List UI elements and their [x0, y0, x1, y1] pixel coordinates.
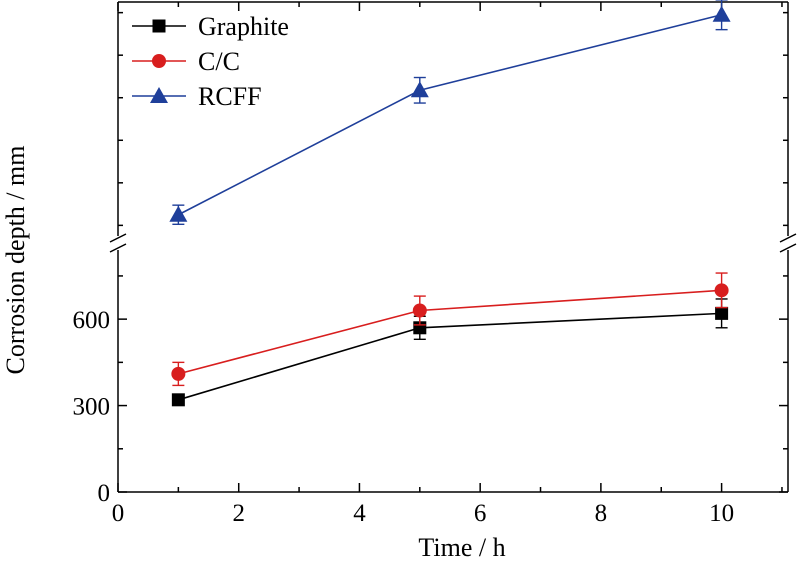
y-axis-label: Corrosion depth / mm: [1, 146, 30, 375]
x-tick-label: 8: [595, 500, 608, 527]
series-line-graphite: [178, 312, 722, 401]
legend-marker-graphite: [152, 19, 166, 33]
legend-marker-rcff: [150, 87, 168, 103]
point-c-c: [714, 283, 729, 298]
x-tick-label: 4: [353, 500, 366, 527]
series-line-c-c: [178, 289, 722, 375]
x-tick-label: 6: [474, 500, 487, 527]
y-tick-label: 600: [73, 307, 111, 334]
data-marks: [169, 0, 731, 407]
point-rcff: [410, 81, 429, 98]
axis-break-mark: [109, 243, 127, 253]
legend-label-graphite: Graphite: [198, 12, 289, 41]
series-line-rcff: [177, 13, 722, 216]
x-tick-label: 0: [112, 500, 125, 527]
plot-frame: [109, 1, 797, 493]
point-c-c: [412, 303, 427, 318]
x-axis-label: Time / h: [418, 533, 505, 562]
point-c-c: [171, 366, 186, 381]
x-tick-label: 10: [709, 500, 734, 527]
axis-break-mark: [779, 243, 797, 253]
axis-ticks: 0 2 4 6 8 10 0 300 600: [73, 2, 788, 527]
point-rcff: [712, 5, 731, 22]
point-rcff: [169, 205, 188, 222]
point-graphite: [715, 306, 729, 320]
x-tick-label: 2: [232, 500, 245, 527]
point-graphite: [171, 393, 185, 407]
y-tick-label: 0: [98, 480, 111, 507]
legend-label-rcff: RCFF: [198, 82, 262, 111]
axis-break-mark: [109, 233, 127, 243]
legend-label-c-c: C/C: [198, 47, 240, 76]
y-tick-label: 300: [73, 394, 111, 421]
legend-marker-c-c: [152, 54, 166, 68]
legend: Graphite C/C RCFF: [132, 12, 289, 111]
axis-break-mark: [779, 233, 797, 243]
